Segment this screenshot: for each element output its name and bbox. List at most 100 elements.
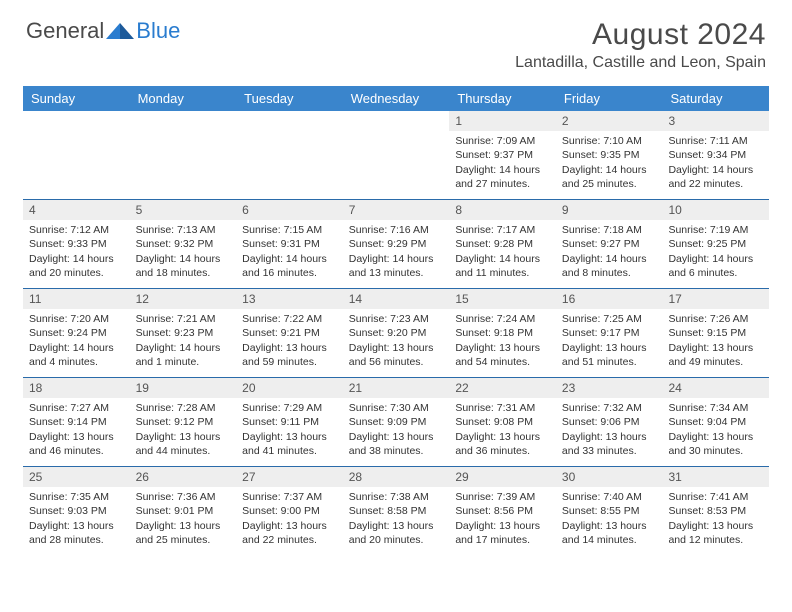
day-number: 31 [662,467,769,487]
day-cell: 30Sunrise: 7:40 AMSunset: 8:55 PMDayligh… [556,467,663,555]
sunset-text: Sunset: 9:15 PM [668,326,763,340]
day-body: Sunrise: 7:29 AMSunset: 9:11 PMDaylight:… [236,398,343,463]
daylight-text: Daylight: 14 hours and 25 minutes. [562,163,657,191]
sunset-text: Sunset: 9:33 PM [29,237,124,251]
day-body: Sunrise: 7:21 AMSunset: 9:23 PMDaylight:… [130,309,237,374]
day-body: Sunrise: 7:17 AMSunset: 9:28 PMDaylight:… [449,220,556,285]
sunrise-text: Sunrise: 7:21 AM [136,312,231,326]
sunrise-text: Sunrise: 7:41 AM [668,490,763,504]
daylight-text: Daylight: 13 hours and 33 minutes. [562,430,657,458]
day-number: 9 [556,200,663,220]
sunrise-text: Sunrise: 7:16 AM [349,223,444,237]
day-header-cell: Saturday [662,86,769,111]
day-body: Sunrise: 7:27 AMSunset: 9:14 PMDaylight:… [23,398,130,463]
daylight-text: Daylight: 14 hours and 11 minutes. [455,252,550,280]
page-title: August 2024 [515,18,766,52]
day-cell: 2Sunrise: 7:10 AMSunset: 9:35 PMDaylight… [556,111,663,199]
day-cell: 1Sunrise: 7:09 AMSunset: 9:37 PMDaylight… [449,111,556,199]
daylight-text: Daylight: 13 hours and 25 minutes. [136,519,231,547]
calendar: Sunday Monday Tuesday Wednesday Thursday… [23,86,769,555]
day-number: 19 [130,378,237,398]
day-number: 26 [130,467,237,487]
day-header-cell: Tuesday [236,86,343,111]
logo-triangle-icon [106,21,134,41]
day-cell: 4Sunrise: 7:12 AMSunset: 9:33 PMDaylight… [23,200,130,288]
day-header-cell: Thursday [449,86,556,111]
day-cell [130,111,237,199]
day-number: 7 [343,200,450,220]
daylight-text: Daylight: 14 hours and 16 minutes. [242,252,337,280]
day-body: Sunrise: 7:28 AMSunset: 9:12 PMDaylight:… [130,398,237,463]
day-number: 17 [662,289,769,309]
day-header-row: Sunday Monday Tuesday Wednesday Thursday… [23,86,769,111]
daylight-text: Daylight: 14 hours and 27 minutes. [455,163,550,191]
day-cell [343,111,450,199]
day-number: 21 [343,378,450,398]
sunset-text: Sunset: 9:20 PM [349,326,444,340]
day-number: 5 [130,200,237,220]
week-row: 25Sunrise: 7:35 AMSunset: 9:03 PMDayligh… [23,467,769,555]
day-cell: 23Sunrise: 7:32 AMSunset: 9:06 PMDayligh… [556,378,663,466]
logo: General Blue [26,18,180,44]
sunrise-text: Sunrise: 7:28 AM [136,401,231,415]
day-number: 6 [236,200,343,220]
sunset-text: Sunset: 9:29 PM [349,237,444,251]
day-body: Sunrise: 7:39 AMSunset: 8:56 PMDaylight:… [449,487,556,552]
day-body: Sunrise: 7:31 AMSunset: 9:08 PMDaylight:… [449,398,556,463]
weeks-container: 1Sunrise: 7:09 AMSunset: 9:37 PMDaylight… [23,111,769,555]
day-body: Sunrise: 7:15 AMSunset: 9:31 PMDaylight:… [236,220,343,285]
day-cell: 21Sunrise: 7:30 AMSunset: 9:09 PMDayligh… [343,378,450,466]
day-cell: 31Sunrise: 7:41 AMSunset: 8:53 PMDayligh… [662,467,769,555]
sunset-text: Sunset: 9:11 PM [242,415,337,429]
daylight-text: Daylight: 13 hours and 28 minutes. [29,519,124,547]
week-row: 18Sunrise: 7:27 AMSunset: 9:14 PMDayligh… [23,378,769,467]
day-body: Sunrise: 7:30 AMSunset: 9:09 PMDaylight:… [343,398,450,463]
sunrise-text: Sunrise: 7:27 AM [29,401,124,415]
daylight-text: Daylight: 13 hours and 20 minutes. [349,519,444,547]
sunrise-text: Sunrise: 7:13 AM [136,223,231,237]
day-body: Sunrise: 7:12 AMSunset: 9:33 PMDaylight:… [23,220,130,285]
sunset-text: Sunset: 9:37 PM [455,148,550,162]
daylight-text: Daylight: 13 hours and 14 minutes. [562,519,657,547]
sunset-text: Sunset: 9:06 PM [562,415,657,429]
sunrise-text: Sunrise: 7:35 AM [29,490,124,504]
day-body: Sunrise: 7:35 AMSunset: 9:03 PMDaylight:… [23,487,130,552]
day-body: Sunrise: 7:41 AMSunset: 8:53 PMDaylight:… [662,487,769,552]
day-body: Sunrise: 7:16 AMSunset: 9:29 PMDaylight:… [343,220,450,285]
week-row: 4Sunrise: 7:12 AMSunset: 9:33 PMDaylight… [23,200,769,289]
daylight-text: Daylight: 13 hours and 59 minutes. [242,341,337,369]
day-header-cell: Sunday [23,86,130,111]
day-cell: 17Sunrise: 7:26 AMSunset: 9:15 PMDayligh… [662,289,769,377]
daylight-text: Daylight: 13 hours and 17 minutes. [455,519,550,547]
daylight-text: Daylight: 14 hours and 1 minute. [136,341,231,369]
sunset-text: Sunset: 9:09 PM [349,415,444,429]
sunset-text: Sunset: 9:21 PM [242,326,337,340]
day-number: 10 [662,200,769,220]
day-cell: 18Sunrise: 7:27 AMSunset: 9:14 PMDayligh… [23,378,130,466]
sunset-text: Sunset: 8:53 PM [668,504,763,518]
day-number: 25 [23,467,130,487]
daylight-text: Daylight: 13 hours and 36 minutes. [455,430,550,458]
week-row: 11Sunrise: 7:20 AMSunset: 9:24 PMDayligh… [23,289,769,378]
sunrise-text: Sunrise: 7:09 AM [455,134,550,148]
day-cell: 28Sunrise: 7:38 AMSunset: 8:58 PMDayligh… [343,467,450,555]
day-number: 2 [556,111,663,131]
sunrise-text: Sunrise: 7:25 AM [562,312,657,326]
sunrise-text: Sunrise: 7:12 AM [29,223,124,237]
day-cell: 13Sunrise: 7:22 AMSunset: 9:21 PMDayligh… [236,289,343,377]
day-cell: 14Sunrise: 7:23 AMSunset: 9:20 PMDayligh… [343,289,450,377]
day-cell: 12Sunrise: 7:21 AMSunset: 9:23 PMDayligh… [130,289,237,377]
day-body: Sunrise: 7:23 AMSunset: 9:20 PMDaylight:… [343,309,450,374]
daylight-text: Daylight: 13 hours and 38 minutes. [349,430,444,458]
sunrise-text: Sunrise: 7:37 AM [242,490,337,504]
day-body: Sunrise: 7:11 AMSunset: 9:34 PMDaylight:… [662,131,769,196]
sunset-text: Sunset: 9:28 PM [455,237,550,251]
daylight-text: Daylight: 13 hours and 12 minutes. [668,519,763,547]
daylight-text: Daylight: 14 hours and 8 minutes. [562,252,657,280]
day-body: Sunrise: 7:37 AMSunset: 9:00 PMDaylight:… [236,487,343,552]
day-header-cell: Monday [130,86,237,111]
day-number: 22 [449,378,556,398]
day-cell [23,111,130,199]
sunset-text: Sunset: 8:56 PM [455,504,550,518]
day-cell: 11Sunrise: 7:20 AMSunset: 9:24 PMDayligh… [23,289,130,377]
